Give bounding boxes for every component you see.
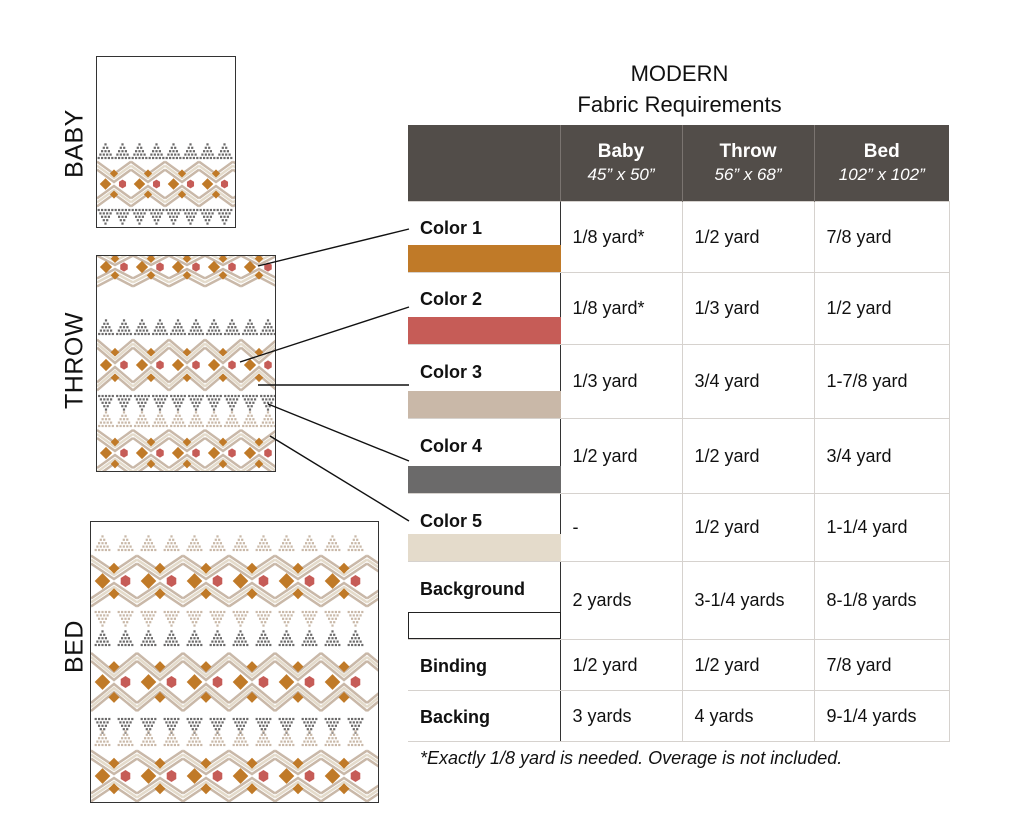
quantity-cell: 1/2 yard bbox=[681, 493, 815, 562]
color-swatch bbox=[408, 391, 561, 418]
header-baby: Baby 45” x 50” bbox=[559, 125, 682, 202]
table-row: Color 2 1/8 yard* 1/3 yard 1/2 yard bbox=[408, 272, 950, 345]
quantity-cell: 1/3 yard bbox=[681, 272, 815, 345]
quantity-cell: 7/8 yard bbox=[813, 639, 950, 691]
color-swatch bbox=[408, 534, 561, 561]
row-label: Color 1 bbox=[420, 218, 483, 238]
quantity-cell: 3 yards bbox=[559, 690, 683, 742]
table-row: Backing 3 yards 4 yards 9-1/4 yards bbox=[408, 690, 950, 742]
header-bed: Bed 102” x 102” bbox=[813, 125, 949, 202]
header-throw: Throw 56” x 68” bbox=[681, 125, 814, 202]
quantity-cell: 1/2 yard bbox=[559, 418, 683, 494]
quantity-cell: 1/2 yard bbox=[681, 639, 815, 691]
row-label-cell: Color 4 bbox=[408, 418, 561, 494]
row-label: Binding bbox=[420, 656, 487, 676]
quantity-cell: 1/2 yard bbox=[681, 201, 815, 273]
row-label-cell: Color 5 bbox=[408, 493, 561, 562]
table-row: Binding 1/2 yard 1/2 yard 7/8 yard bbox=[408, 639, 950, 691]
fabric-requirements-table: Baby 45” x 50” Throw 56” x 68” Bed 102” x 1… bbox=[408, 125, 950, 742]
quantity-cell: 4 yards bbox=[681, 690, 815, 742]
quantity-cell: 1/8 yard* bbox=[559, 201, 683, 273]
quantity-cell: 3-1/4 yards bbox=[681, 561, 815, 640]
quantity-cell: 1/2 yard bbox=[559, 639, 683, 691]
row-label: Color 4 bbox=[420, 436, 483, 456]
quantity-cell: 1/8 yard* bbox=[559, 272, 683, 345]
table-row: Color 3 1/3 yard 3/4 yard 1-7/8 yard bbox=[408, 344, 950, 419]
pattern-title: MODERN bbox=[630, 61, 729, 86]
quantity-cell: 7/8 yard bbox=[813, 201, 950, 273]
bed-quilt-image bbox=[90, 521, 379, 803]
baby-quilt-image bbox=[96, 56, 236, 228]
quantity-cell: 1-1/4 yard bbox=[813, 493, 950, 562]
quantity-cell: 2 yards bbox=[559, 561, 683, 640]
row-label: Background bbox=[420, 579, 526, 599]
row-label-cell: Color 1 bbox=[408, 201, 561, 273]
table-row: Color 1 1/8 yard* 1/2 yard 7/8 yard bbox=[408, 201, 950, 273]
header-empty bbox=[408, 125, 560, 202]
table-row: Color 4 1/2 yard 1/2 yard 3/4 yard bbox=[408, 418, 950, 494]
table-row: Color 5 -1/2 yard 1-1/4 yard bbox=[408, 493, 950, 562]
row-label-cell: Background bbox=[408, 561, 561, 640]
table-header-row: Baby 45” x 50” Throw 56” x 68” Bed 102” x 1… bbox=[408, 125, 949, 202]
table-subtitle: Fabric Requirements bbox=[577, 92, 782, 117]
row-label-cell: Color 2 bbox=[408, 272, 561, 345]
row-label: Backing bbox=[420, 707, 491, 727]
table-row: Background 2 yards 3-1/4 yards 8-1/8 yards bbox=[408, 561, 950, 640]
quantity-cell: 1/3 yard bbox=[559, 344, 683, 419]
quantity-cell: 9-1/4 yards bbox=[813, 690, 950, 742]
row-label-cell: Backing bbox=[408, 690, 561, 742]
row-label: Color 2 bbox=[420, 289, 483, 309]
quantity-cell: 3/4 yard bbox=[813, 418, 950, 494]
quantity-cell: 1/2 yard bbox=[813, 272, 950, 345]
quantity-cell: 8-1/8 yards bbox=[813, 561, 950, 640]
color-swatch bbox=[408, 245, 561, 272]
color-swatch bbox=[408, 612, 561, 639]
quantity-cell: 1/2 yard bbox=[681, 418, 815, 494]
row-label: Color 3 bbox=[420, 362, 483, 382]
throw-quilt-image bbox=[96, 255, 276, 472]
color-swatch bbox=[408, 466, 561, 493]
footnote: *Exactly 1/8 yard is needed. Overage is … bbox=[420, 748, 843, 768]
quantity-cell: 3/4 yard bbox=[681, 344, 815, 419]
quantity-cell: - bbox=[559, 493, 683, 562]
quantity-cell: 1-7/8 yard bbox=[813, 344, 950, 419]
row-label: Color 5 bbox=[420, 511, 483, 531]
row-label-cell: Color 3 bbox=[408, 344, 561, 419]
color-swatch bbox=[408, 317, 561, 344]
row-label-cell: Binding bbox=[408, 639, 561, 691]
